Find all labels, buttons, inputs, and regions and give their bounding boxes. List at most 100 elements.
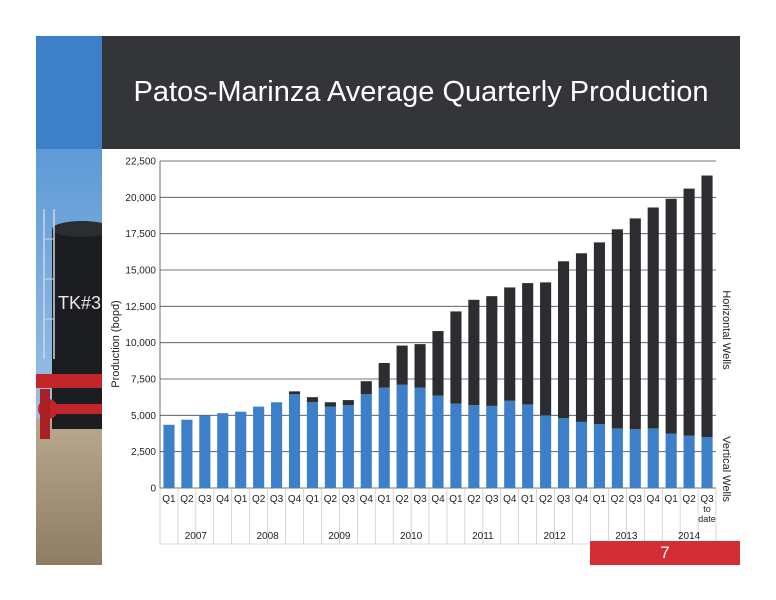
y-tick-label: 17,500 xyxy=(125,229,156,240)
title-band xyxy=(102,36,740,149)
bar-horizontal-wells xyxy=(611,229,623,429)
x-tick-label: Q4 xyxy=(360,494,374,505)
bar-vertical-wells xyxy=(504,400,516,488)
x-tick-label: Q1 xyxy=(521,494,535,505)
bar-horizontal-wells xyxy=(486,296,498,406)
bar-horizontal-wells xyxy=(683,188,695,436)
bar-vertical-wells xyxy=(665,433,677,488)
bar-horizontal-wells xyxy=(432,331,444,396)
year-label: 2009 xyxy=(328,531,351,542)
y-tick-label: 7,500 xyxy=(131,375,156,386)
bar-horizontal-wells xyxy=(342,400,354,406)
bar-vertical-wells xyxy=(414,387,426,488)
bar-horizontal-wells xyxy=(504,287,516,401)
bar-vertical-wells xyxy=(629,429,641,488)
bar-horizontal-wells xyxy=(701,175,713,438)
bar-vertical-wells xyxy=(611,428,623,488)
tank-photo-image: TK#3 xyxy=(36,149,102,565)
bar-vertical-wells xyxy=(486,405,498,488)
bar-horizontal-wells xyxy=(647,207,659,429)
bars xyxy=(163,175,713,488)
svg-text:TK#3: TK#3 xyxy=(58,293,101,313)
x-tick-label: Q3 xyxy=(485,494,499,505)
bar-vertical-wells xyxy=(683,435,695,488)
year-label: 2007 xyxy=(185,531,208,542)
x-tick-label: Q3 to date xyxy=(698,494,716,524)
x-tick-label: Q3 xyxy=(198,494,212,505)
bar-vertical-wells xyxy=(253,406,265,488)
y-tick-label: 5,000 xyxy=(131,411,156,422)
y-tick-label: 2,500 xyxy=(131,447,156,458)
x-tick-label: Q4 xyxy=(503,494,517,505)
x-tick-label: Q1 xyxy=(234,494,248,505)
y-tick-label: 12,500 xyxy=(125,302,156,313)
x-axis-ticks: Q1 Q2 Q3 Q4 Q1 Q2 Q3 Q4 Q1 Q2 Q3 Q4 Q1 Q2 Q3 Q4 Q1 Q2 Q3 Q4… xyxy=(159,488,717,545)
x-tick-label: Q3 xyxy=(557,494,571,505)
bar-vertical-wells xyxy=(522,404,534,488)
x-tick-label: Q1 xyxy=(378,494,392,505)
bar-vertical-wells xyxy=(306,402,319,488)
year-label: 2012 xyxy=(543,531,566,542)
legend-vertical-wells: Vertical Wells xyxy=(720,436,732,502)
x-tick-label: Q3 xyxy=(270,494,284,505)
year-label: 2008 xyxy=(256,531,279,542)
bar-horizontal-wells xyxy=(629,218,641,430)
year-label: 2014 xyxy=(678,531,701,542)
legend-horizontal-wells: Horizontal Wells xyxy=(720,290,732,370)
bar-horizontal-wells xyxy=(557,261,570,419)
x-tick-label: Q1 xyxy=(664,494,678,505)
y-tick-label: 15,000 xyxy=(125,266,156,277)
x-tick-label: Q1 xyxy=(306,494,320,505)
bar-vertical-wells xyxy=(575,421,588,488)
bar-vertical-wells xyxy=(163,424,175,488)
bar-vertical-wells xyxy=(450,403,462,488)
year-label: 2013 xyxy=(615,531,638,542)
x-tick-label: Q4 xyxy=(288,494,302,505)
bar-vertical-wells xyxy=(468,405,480,488)
y-tick-label: 10,000 xyxy=(125,338,156,349)
x-tick-label: Q2 xyxy=(395,494,409,505)
x-tick-label: Q1 xyxy=(162,494,176,505)
x-tick-label: Q4 xyxy=(575,494,589,505)
bar-vertical-wells xyxy=(540,415,552,488)
bar-vertical-wells xyxy=(181,419,193,488)
bar-vertical-wells xyxy=(396,384,408,488)
bar-vertical-wells xyxy=(378,387,390,488)
y-axis-ticks: 0 2,500 5,000 7,500 10,000 12,500 15,000 17,500… xyxy=(125,157,156,495)
x-tick-label: Q2 xyxy=(180,494,194,505)
bar-horizontal-wells xyxy=(360,381,372,395)
bar-horizontal-wells xyxy=(522,283,534,405)
bar-vertical-wells xyxy=(647,428,659,488)
bar-vertical-wells xyxy=(360,394,372,488)
bar-horizontal-wells xyxy=(306,397,319,403)
x-tick-label: Q4 xyxy=(216,494,230,505)
y-tick-label: 20,000 xyxy=(125,193,156,204)
bar-vertical-wells xyxy=(557,418,570,488)
x-tick-label: Q2 xyxy=(324,494,338,505)
x-tick-label: Q2 xyxy=(252,494,266,505)
bar-vertical-wells xyxy=(701,437,713,488)
x-tick-label: Q3 xyxy=(413,494,427,505)
bar-horizontal-wells xyxy=(468,299,480,406)
bar-vertical-wells xyxy=(324,406,336,488)
bar-vertical-wells xyxy=(217,413,229,488)
x-tick-label: Q2 xyxy=(539,494,553,505)
bar-vertical-wells xyxy=(432,395,444,488)
year-label: 2011 xyxy=(472,531,494,542)
bar-vertical-wells xyxy=(288,394,301,488)
bar-vertical-wells xyxy=(271,402,283,488)
bar-vertical-wells xyxy=(199,415,211,488)
year-label: 2010 xyxy=(400,531,423,542)
bar-horizontal-wells xyxy=(324,402,336,407)
bar-vertical-wells xyxy=(342,405,354,488)
bar-horizontal-wells xyxy=(575,253,588,422)
x-tick-label: Q2 xyxy=(467,494,481,505)
page-number-bar xyxy=(590,541,740,565)
bar-horizontal-wells xyxy=(593,242,605,425)
slide-title: Patos-Marinza Average Quarterly Producti… xyxy=(133,76,709,108)
bar-horizontal-wells xyxy=(450,311,462,404)
bar-vertical-wells xyxy=(235,411,247,488)
x-tick-label: Q2 xyxy=(611,494,625,505)
x-tick-label: Q4 xyxy=(431,494,445,505)
